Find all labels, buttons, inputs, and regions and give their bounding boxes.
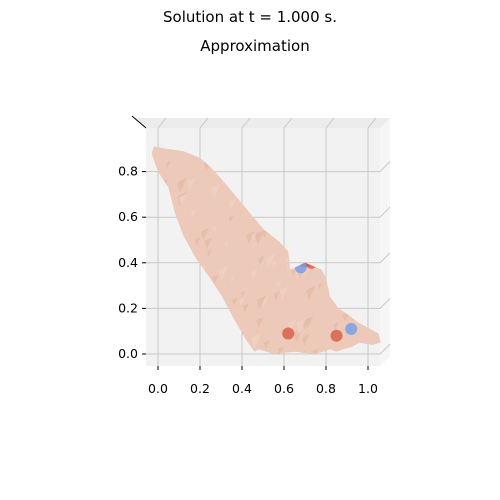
x-tick-label: 1.0 [358, 381, 378, 396]
mesh-cell [271, 260, 277, 269]
mesh-cell [250, 268, 259, 281]
mesh-cell [187, 178, 196, 191]
mesh-cell [279, 285, 289, 301]
mesh-cell [257, 255, 265, 266]
mesh-cell [200, 228, 209, 241]
mesh-cell [251, 333, 262, 349]
mesh-cell [342, 312, 350, 323]
mesh-cell [176, 177, 187, 193]
hotspot-warm [330, 329, 343, 342]
y-gridline-side [379, 206, 391, 218]
mesh-cell [204, 237, 213, 250]
mesh-cell [212, 274, 219, 285]
mesh-cell [302, 334, 310, 346]
mesh-cell [263, 340, 270, 350]
y-tick-label: 0.8 [118, 164, 138, 179]
hotspot-warm [282, 327, 295, 340]
domain-surface [151, 146, 381, 354]
mesh-cell [296, 317, 307, 334]
mesh-cell [254, 229, 265, 245]
axis-corner-line [131, 115, 147, 129]
mesh-cell [194, 237, 201, 247]
side-pane [380, 118, 390, 366]
mesh-cell [262, 230, 268, 238]
mesh-cell [228, 198, 237, 210]
y-gridline-side [379, 252, 391, 264]
x-gridline-back [367, 117, 377, 129]
mesh-cell [230, 276, 235, 284]
x-tick-label: 0.6 [274, 381, 294, 396]
mesh-cell [276, 280, 282, 289]
y-tick-label: 0.6 [118, 209, 138, 224]
y-gridline-side [379, 161, 391, 172]
mesh-cell [238, 297, 245, 307]
mesh-cell [277, 346, 285, 354]
mesh-cell [218, 266, 229, 282]
mesh-cell [246, 231, 255, 244]
x-tick-label: 0.0 [148, 381, 168, 396]
mesh-cell [165, 161, 171, 169]
x-tick-label: 0.4 [232, 381, 252, 396]
mesh-cell [285, 256, 291, 264]
mesh-cell [306, 285, 316, 300]
mesh-cell [212, 225, 218, 233]
mesh-cell [293, 330, 298, 338]
x-gridline-back [283, 117, 293, 129]
mesh-cell [228, 215, 234, 223]
mesh-cell [273, 290, 281, 301]
x-tick-label: 0.8 [316, 381, 336, 396]
mesh-cell [232, 297, 238, 306]
mesh-cell [333, 322, 339, 331]
mesh-cell [294, 332, 302, 343]
x-gridline-back [199, 117, 209, 129]
back-pane [136, 118, 390, 128]
mesh-cell [242, 302, 250, 313]
mesh-cell [211, 183, 221, 199]
mesh-cell [179, 193, 187, 206]
y-gridline-side [379, 298, 391, 309]
x-gridline-back [157, 117, 167, 129]
mesh-cell [241, 290, 246, 298]
mesh-cell [256, 316, 264, 328]
mesh-cell [265, 253, 276, 269]
y-gridline-side [379, 343, 391, 355]
mesh-cell [259, 262, 265, 269]
x-gridline-back [325, 117, 335, 129]
y-tick-label: 0.0 [118, 346, 138, 361]
hotspot-cool [345, 322, 358, 335]
axes-ticks: 0.0 0.2 0.4 0.6 0.8 1.0 0.0 0.2 0.4 0.6 0.8 [118, 115, 378, 396]
y-tick-label: 0.2 [118, 300, 138, 315]
mesh-cell [291, 268, 296, 276]
mesh-cell [207, 249, 212, 257]
mesh-cell [317, 282, 323, 290]
axes-title: Approximation [200, 37, 310, 55]
figure-suptitle: Solution at t = 1.000 s. [163, 8, 337, 26]
mesh-cell [313, 348, 319, 354]
mesh-cell [224, 241, 230, 249]
x-gridline-back [241, 117, 251, 129]
y-tick-label: 0.4 [118, 255, 138, 270]
x-tick-label: 0.2 [190, 381, 210, 396]
mesh-cell [251, 242, 257, 250]
mesh-cell [251, 233, 257, 240]
mesh-cell [190, 209, 197, 218]
mesh-cell [256, 295, 266, 310]
